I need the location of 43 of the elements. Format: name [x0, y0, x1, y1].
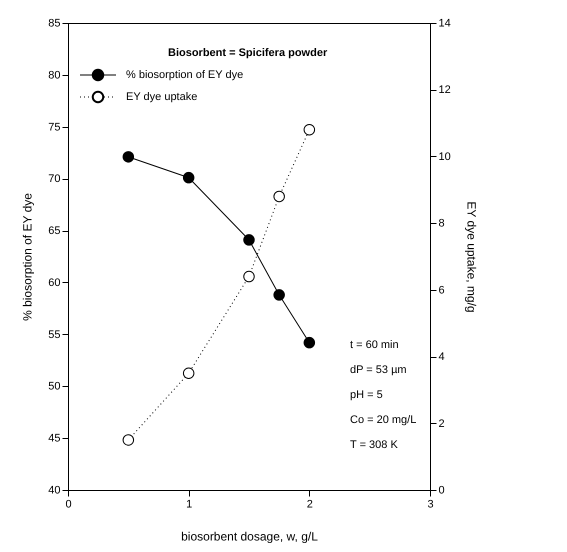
- y2-tick-label: 6: [438, 284, 445, 296]
- point: [273, 190, 285, 202]
- y-tick-label: 80: [48, 69, 60, 82]
- y-axis-title: % biosorption of EY dye: [20, 192, 34, 321]
- y-tick-label: 40: [48, 484, 60, 496]
- annotation: pH = 5: [350, 389, 383, 401]
- y-tick-label: 65: [48, 225, 60, 238]
- y2-tick-label: 10: [438, 150, 451, 163]
- annotation: t = 60 min: [350, 339, 399, 351]
- annotation: T = 308 K: [350, 439, 398, 451]
- y-tick-label: 75: [48, 121, 60, 134]
- point: [182, 172, 194, 184]
- point: [304, 336, 316, 348]
- legend-title: Biosorbent = Spicifera powder: [168, 47, 328, 59]
- x-tick-label: 2: [306, 498, 313, 510]
- y2-axis-title: EY dye uptake, mg/g: [464, 201, 479, 313]
- y-tick-label: 55: [48, 328, 60, 341]
- y-tick-label: 70: [48, 173, 60, 186]
- y-tick-label: 85: [48, 18, 60, 30]
- point: [122, 151, 134, 163]
- x-tick-label: 3: [427, 498, 434, 510]
- legend-label: % biosorption of EY dye: [126, 69, 244, 81]
- annotation: dP = 53 µm: [350, 364, 407, 376]
- x-axis-title: biosorbent dosage, w, g/L: [181, 530, 318, 544]
- y-tick-label: 50: [48, 380, 60, 393]
- y2-tick-label: 12: [438, 84, 451, 96]
- y-tick-label: 60: [48, 276, 60, 289]
- x-tick-label: 1: [186, 498, 192, 510]
- point: [304, 124, 316, 136]
- y2-tick-label: 0: [438, 484, 445, 496]
- point: [273, 289, 285, 301]
- annotation: Co = 20 mg/L: [350, 414, 416, 426]
- point: [243, 270, 255, 282]
- point: [122, 434, 134, 446]
- x-tick-label: 0: [65, 498, 72, 510]
- point: [182, 368, 194, 379]
- legend-label: EY dye uptake: [126, 91, 198, 103]
- y2-tick-label: 14: [438, 18, 451, 30]
- y2-tick-label: 4: [438, 351, 445, 364]
- point: [243, 234, 255, 246]
- y2-tick-label: 8: [438, 218, 445, 230]
- y2-tick-label: 2: [438, 418, 445, 430]
- y-tick-label: 45: [48, 432, 60, 445]
